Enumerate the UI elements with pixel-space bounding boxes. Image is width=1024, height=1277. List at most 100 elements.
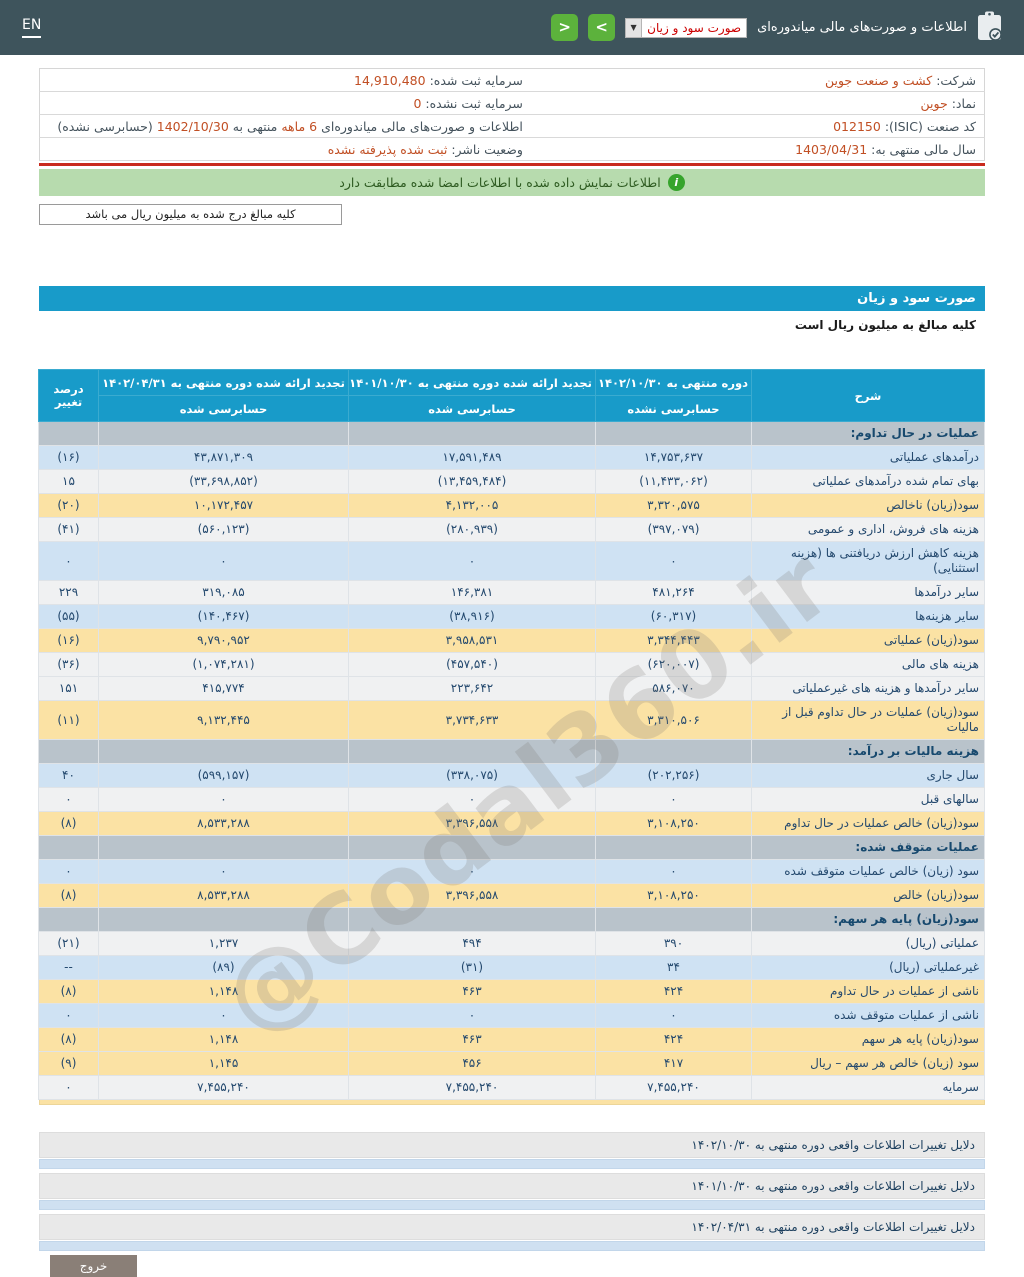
change-percent-value: ۰ bbox=[38, 787, 99, 812]
statement-section-row: هزینه مالیات بر درآمد: bbox=[38, 739, 985, 764]
statement-data-row: سود(زیان) پایه هر سهم ۴۲۴ ۴۶۳ ۱,۱۴۸ (۸) bbox=[38, 1027, 985, 1052]
cell-value: ۱,۱۴۸ bbox=[98, 979, 349, 1004]
statement-data-row: سود (زیان) خالص عملیات متوقف شده ۰ ۰ ۰ ۰ bbox=[38, 859, 985, 884]
row-label: سایر درآمدها و هزینه های غیرعملیاتی bbox=[751, 676, 985, 701]
dropdown-arrow-icon[interactable]: ▼ bbox=[626, 18, 643, 37]
cell-value: (۸۹) bbox=[98, 955, 349, 980]
statement-section-row: عملیات متوقف شده: bbox=[38, 835, 985, 860]
cell-value: ۱,۱۴۵ bbox=[98, 1051, 349, 1076]
column-subheader-audit-1: حسابرسی نشده bbox=[595, 395, 752, 422]
row-label: هزینه مالیات بر درآمد: bbox=[751, 739, 985, 764]
cell-value: ۳,۳۲۰,۵۷۵ bbox=[595, 493, 752, 518]
change-percent-value: -- bbox=[38, 955, 99, 980]
info-value-segment: (حسابرسی نشده) bbox=[57, 118, 157, 134]
company-field-value: ثبت شده پذیرفته نشده bbox=[327, 141, 448, 157]
change-percent-value: ۴۰ bbox=[38, 763, 99, 788]
cell-value: (۵۶۰,۱۲۳) bbox=[98, 517, 349, 542]
cell-value: ۱,۲۳۷ bbox=[98, 931, 349, 956]
cell-value: ۳,۱۰۸,۲۵۰ bbox=[595, 883, 752, 908]
change-percent-value: (۱۶) bbox=[38, 445, 99, 470]
change-percent-value: (۳۶) bbox=[38, 652, 99, 677]
company-info-row: شرکت:کشت و صنعت جوین سرمایه ثبت شده:14,9… bbox=[39, 68, 985, 92]
signature-match-banner: i اطلاعات نمایش داده شده با اطلاعات امضا… bbox=[39, 169, 985, 196]
statement-data-row: درآمدهای عملیاتی ۱۴,۷۵۳,۶۳۷ ۱۷,۵۹۱,۴۸۹ ۴۳,۸… bbox=[38, 445, 985, 470]
statement-data-row: ناشی از عملیات در حال تداوم ۴۲۴ ۴۶۳ ۱,۱۴۸ (۸… bbox=[38, 979, 985, 1004]
cell-value bbox=[98, 907, 349, 932]
statement-title-bar: صورت سود و زیان bbox=[39, 286, 985, 311]
footer: خروج bbox=[39, 1255, 985, 1277]
column-header-period-2: تجدید ارائه شده دوره منتهی به ۱۴۰۱/۱۰/۳۰ bbox=[348, 369, 596, 396]
change-percent-value: ۰ bbox=[38, 541, 99, 581]
company-field-label: شرکت: bbox=[936, 72, 976, 88]
row-label: سود(زیان) عملیات در حال تداوم قبل از مال… bbox=[751, 700, 985, 740]
statement-data-row: سایر هزینه‌ها (۶۰,۳۱۷) (۳۸,۹۱۶) (۱۴۰,۴۶۷) (۵… bbox=[38, 604, 985, 629]
cell-value: ۱۷,۵۹۱,۴۸۹ bbox=[348, 445, 596, 470]
row-label: عملیات متوقف شده: bbox=[751, 835, 985, 860]
change-percent-value: ۰ bbox=[38, 1003, 99, 1028]
cell-value: (۱۳,۴۵۹,۴۸۴) bbox=[348, 469, 596, 494]
footnote-empty-strip bbox=[39, 1200, 985, 1210]
amount-unit-note-box: کلیه مبالغ درج شده به میلیون ریال می باش… bbox=[39, 204, 342, 225]
row-label: سال جاری bbox=[751, 763, 985, 788]
statement-data-row: هزینه های فروش، اداری و عمومی (۳۹۷,۰۷۹) (۲… bbox=[38, 517, 985, 542]
company-field-label: سرمایه ثبت نشده: bbox=[425, 95, 523, 111]
row-label: عملیاتی (ریال) bbox=[751, 931, 985, 956]
cell-value: ۰ bbox=[595, 541, 752, 581]
cell-value: (۶۲۰,۰۰۷) bbox=[595, 652, 752, 677]
top-navigation-bar: اطلاعات و صورت‌های مالی میاندوره‌ای صورت… bbox=[0, 0, 1024, 55]
row-label: سود (زیان) خالص هر سهم – ریال bbox=[751, 1051, 985, 1076]
language-toggle-en[interactable]: EN bbox=[22, 17, 42, 38]
cell-value: ۴۳,۸۷۱,۳۰۹ bbox=[98, 445, 349, 470]
statement-type-select[interactable]: صورت سود و زیان ▼ bbox=[625, 17, 748, 38]
cell-value: ۱۴۶,۳۸۱ bbox=[348, 580, 596, 605]
cell-value: ۰ bbox=[98, 541, 349, 581]
footnotes-section: دلایل تغییرات اطلاعات واقعی دوره منتهی ب… bbox=[39, 1132, 985, 1251]
cell-value: ۲۲۳,۶۴۲ bbox=[348, 676, 596, 701]
statement-data-row: عملیاتی (ریال) ۳۹۰ ۴۹۴ ۱,۲۳۷ (۲۱) bbox=[38, 931, 985, 956]
cell-value: ۸,۵۳۳,۲۸۸ bbox=[98, 883, 349, 908]
footnote-empty-strip bbox=[39, 1241, 985, 1251]
cell-value bbox=[98, 835, 349, 860]
company-info-table: شرکت:کشت و صنعت جوین سرمایه ثبت شده:14,9… bbox=[39, 68, 985, 161]
statement-section-row: سود(زیان) پایه هر سهم: bbox=[38, 907, 985, 932]
row-label: هزینه های مالی bbox=[751, 652, 985, 677]
change-percent-value: (۲۰) bbox=[38, 493, 99, 518]
change-percent-value: (۸) bbox=[38, 979, 99, 1004]
row-label: هزینه های فروش، اداری و عمومی bbox=[751, 517, 985, 542]
statement-data-row: سال جاری (۲۰۲,۲۵۶) (۳۳۸,۰۷۵) (۵۹۹,۱۵۷) ۴۰ bbox=[38, 763, 985, 788]
company-field-value: کشت و صنعت جوین bbox=[824, 72, 933, 88]
cell-value bbox=[348, 739, 596, 764]
statement-data-row: بهای تمام شده درآمدهای عملیاتی (۱۱,۴۳۳,۰۶… bbox=[38, 469, 985, 494]
statement-data-row: سود(زیان) ناخالص ۳,۳۲۰,۵۷۵ ۴,۱۳۲,۰۰۵ ۱۰,۱۷۲… bbox=[38, 493, 985, 518]
footnote-title: دلایل تغییرات اطلاعات واقعی دوره منتهی ب… bbox=[39, 1214, 985, 1240]
statement-data-row: سالهای قبل ۰ ۰ ۰ ۰ bbox=[38, 787, 985, 812]
cell-value: ۰ bbox=[348, 787, 596, 812]
cell-value: ۴۶۳ bbox=[348, 979, 596, 1004]
row-label: سایر هزینه‌ها bbox=[751, 604, 985, 629]
cell-value: ۰ bbox=[595, 859, 752, 884]
company-field-value: 1403/04/31 bbox=[795, 141, 868, 157]
company-field-label: کد صنعت (ISIC): bbox=[884, 118, 976, 134]
company-info-row: نماد:جوین سرمایه ثبت نشده:0 bbox=[39, 91, 985, 115]
statement-data-row: سود(زیان) عملیاتی ۳,۳۴۴,۴۴۳ ۳,۹۵۸,۵۳۱ ۹,۷۹۰… bbox=[38, 628, 985, 653]
nav-left-button[interactable]: < bbox=[551, 14, 579, 41]
column-header-change-percent: درصد تغییر bbox=[38, 369, 99, 422]
nav-right-button[interactable]: > bbox=[588, 14, 616, 41]
cell-value bbox=[595, 907, 752, 932]
statement-data-row: هزینه کاهش ارزش دریافتنی ها (هزینه استثن… bbox=[38, 541, 985, 581]
statement-section-row: عملیات در حال تداوم: bbox=[38, 421, 985, 446]
cell-value: ۳,۱۰۸,۲۵۰ bbox=[595, 811, 752, 836]
footnote-title: دلایل تغییرات اطلاعات واقعی دوره منتهی ب… bbox=[39, 1173, 985, 1199]
logout-button[interactable]: خروج bbox=[50, 1255, 137, 1277]
cell-value: ۱۰,۱۷۲,۴۵۷ bbox=[98, 493, 349, 518]
cell-value: ۴۵۶ bbox=[348, 1051, 596, 1076]
company-field-value: 012150 bbox=[833, 118, 881, 134]
company-info-row: سال مالی منتهی به:1403/04/31 وضعیت ناشر:… bbox=[39, 137, 985, 161]
cell-value: (۳۳۸,۰۷۵) bbox=[348, 763, 596, 788]
info-value-segment: منتهی به bbox=[228, 118, 282, 134]
cell-value: ۳,۳۱۰,۵۰۶ bbox=[595, 700, 752, 740]
change-percent-value: (۸) bbox=[38, 883, 99, 908]
row-label: سود(زیان) پایه هر سهم bbox=[751, 1027, 985, 1052]
cell-value: ۷,۴۵۵,۲۴۰ bbox=[98, 1075, 349, 1100]
statement-data-row: سایر درآمدها ۴۸۱,۲۶۴ ۱۴۶,۳۸۱ ۳۱۹,۰۸۵ ۲۲۹ bbox=[38, 580, 985, 605]
